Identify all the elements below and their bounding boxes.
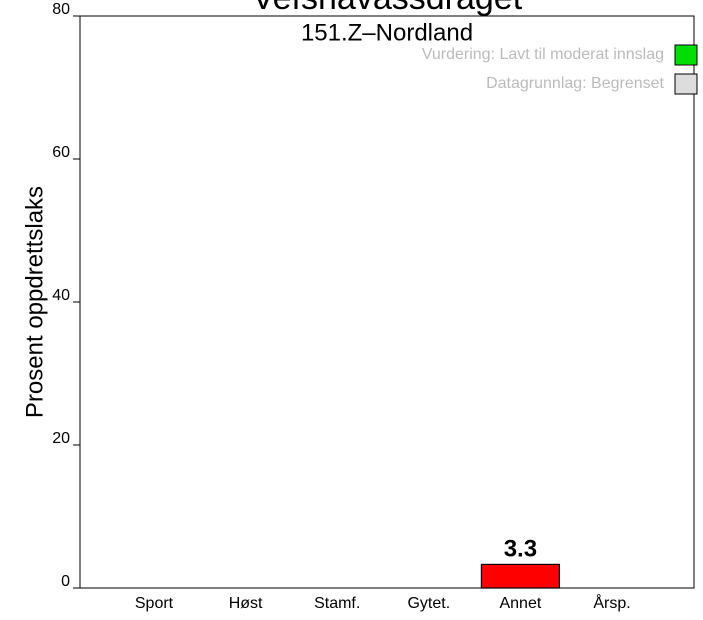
- chart-subtitle: 151.Z–Nordland: [301, 19, 473, 46]
- x-tick-label: Høst: [229, 595, 263, 612]
- y-tick-label: 0: [61, 573, 70, 590]
- x-tick-label: Stamf.: [314, 595, 360, 612]
- legend-swatch: [674, 44, 698, 66]
- x-tick-label: Sport: [135, 595, 174, 612]
- legend-label: Vurdering: Lavt til moderat innslag: [422, 46, 664, 63]
- y-tick-label: 20: [52, 430, 70, 447]
- y-tick-label: 40: [52, 287, 70, 304]
- x-tick-label: Annet: [499, 595, 541, 612]
- plot-frame: [79, 15, 695, 589]
- x-tick-label: Årsp.: [593, 593, 630, 612]
- chart-title: Vefsnavassdraget: [252, 0, 523, 17]
- legend-label: Datagrunnlag: Begrenset: [486, 75, 664, 92]
- x-tick-label: Gytet.: [407, 595, 450, 612]
- y-tick-label: 80: [52, 1, 70, 18]
- y-tick-label: 60: [52, 144, 70, 161]
- y-axis-label: Prosent oppdrettslaks: [21, 186, 48, 418]
- bar: [480, 563, 560, 589]
- legend-swatch: [674, 73, 698, 95]
- data-label: 3.3: [504, 536, 537, 563]
